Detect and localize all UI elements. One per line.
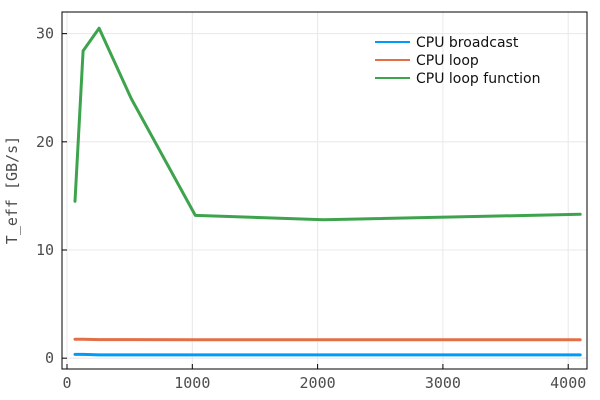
series-line-3 <box>73 26 582 222</box>
y-tick-label: 10 <box>36 241 54 259</box>
y-tick-label: 20 <box>36 133 54 151</box>
series-line-2 <box>73 337 582 342</box>
x-axis: 0 1000 2000 3000 4000 <box>62 364 586 392</box>
y-tick-label: 0 <box>45 349 54 367</box>
legend-label: CPU broadcast <box>416 35 519 51</box>
y-axis-title: T_eff [GB/s] <box>3 136 21 244</box>
x-tick-label: 4000 <box>550 374 586 392</box>
grid <box>62 12 587 369</box>
plot-frame <box>61 11 588 370</box>
y-axis: 0 10 20 30 <box>36 25 67 367</box>
series-line-1 <box>73 352 582 357</box>
x-tick-label: 1000 <box>174 374 210 392</box>
x-tick-label: 3000 <box>425 374 461 392</box>
series-group <box>73 26 582 357</box>
legend-label: CPU loop function <box>416 71 540 87</box>
x-tick-label: 0 <box>62 374 71 392</box>
legend-label: CPU loop <box>416 53 479 69</box>
legend: CPU broadcast CPU loop CPU loop function <box>375 35 540 87</box>
x-tick-label: 2000 <box>300 374 336 392</box>
y-tick-label: 30 <box>36 25 54 43</box>
